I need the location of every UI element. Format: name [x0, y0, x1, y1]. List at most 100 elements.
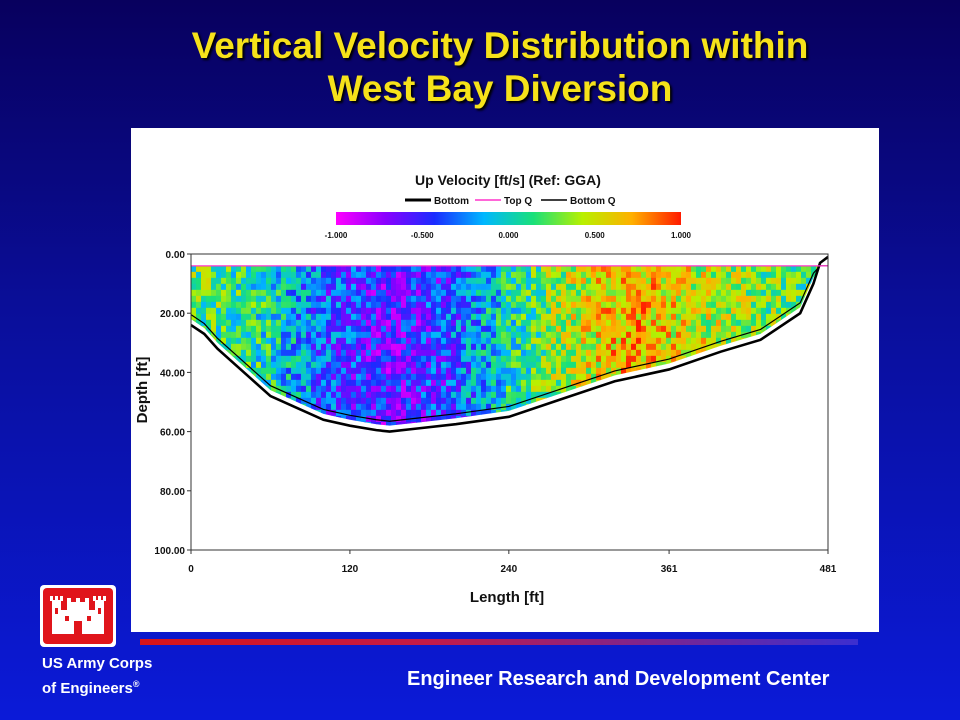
heatmap-cell [501, 331, 507, 339]
heatmap-cell [486, 283, 492, 291]
heatmap-cell [346, 361, 352, 369]
heatmap-cell [626, 542, 631, 548]
heatmap-cell [706, 452, 711, 458]
heatmap-cell [301, 446, 306, 452]
heatmap-cell [501, 440, 506, 446]
heatmap-cell [416, 488, 421, 494]
heatmap-cell [436, 446, 441, 452]
heatmap-cell [576, 542, 581, 548]
heatmap-cell [351, 361, 357, 369]
heatmap-cell [431, 506, 436, 512]
heatmap-cell [481, 428, 486, 434]
heatmap-cell [591, 421, 597, 426]
heatmap-cell [281, 542, 286, 548]
heatmap-cell [661, 349, 667, 357]
heatmap-cell [291, 500, 296, 506]
heatmap-cell [506, 524, 511, 530]
heatmap-cell [376, 512, 381, 518]
heatmap-cell [521, 379, 527, 387]
heatmap-cell [566, 325, 572, 333]
heatmap-cell [286, 343, 292, 351]
heatmap-cell [456, 379, 462, 387]
heatmap-cell [241, 295, 247, 303]
heatmap-cell [286, 385, 292, 393]
heatmap-cell [566, 283, 572, 291]
heatmap-cell [516, 295, 522, 303]
heatmap-cell [546, 367, 552, 375]
heatmap-cell [616, 482, 621, 488]
heatmap-cell [676, 397, 682, 405]
heatmap-cell [211, 379, 217, 387]
heatmap-cell [576, 446, 581, 452]
heatmap-cell [391, 440, 396, 446]
heatmap-cell [661, 530, 666, 536]
heatmap-cell [626, 494, 631, 500]
heatmap-cell [481, 283, 487, 291]
heatmap-cell [351, 349, 357, 357]
heatmap-cell [351, 283, 357, 291]
heatmap-cell [521, 440, 526, 446]
heatmap-cell [216, 367, 222, 375]
heatmap-cell [591, 464, 596, 470]
heatmap-cell [336, 349, 342, 357]
heatmap-cell [366, 397, 372, 405]
heatmap-cell [221, 403, 227, 411]
heatmap-cell [671, 337, 677, 345]
heatmap-cell [256, 500, 261, 506]
heatmap-cell [671, 548, 676, 554]
heatmap-cell [666, 295, 672, 303]
heatmap-cell [361, 313, 367, 321]
heatmap-cell [226, 530, 231, 536]
heatmap-cell [651, 421, 657, 426]
heatmap-cell [296, 434, 301, 440]
heatmap-cell [311, 403, 317, 411]
heatmap-cell [231, 421, 237, 426]
heatmap-cell [216, 409, 222, 417]
heatmap-cell [486, 295, 492, 303]
heatmap-cell [341, 500, 346, 506]
heatmap-cell [581, 379, 587, 387]
heatmap-cell [426, 367, 432, 375]
heatmap-cell [616, 440, 621, 446]
heatmap-cell [516, 446, 521, 452]
heatmap-cell [481, 379, 487, 387]
heatmap-cell [501, 470, 506, 476]
heatmap-cell [586, 319, 592, 327]
heatmap-cell [551, 361, 557, 369]
heatmap-cell [271, 482, 276, 488]
heatmap-cell [426, 295, 432, 303]
heatmap-cell [511, 283, 517, 291]
heatmap-cell [676, 536, 681, 542]
heatmap-cell [306, 494, 311, 500]
heatmap-cell [316, 530, 321, 536]
heatmap-cell [601, 325, 607, 333]
heatmap-cell [701, 295, 707, 303]
heatmap-cell [261, 530, 266, 536]
heatmap-cell [581, 289, 587, 297]
heatmap-cell [561, 415, 567, 423]
heatmap-cell [656, 409, 662, 417]
heatmap-cell [461, 289, 467, 297]
heatmap-cell [241, 530, 246, 536]
heatmap-cell [561, 428, 566, 434]
heatmap-cell [541, 428, 546, 434]
heatmap-cell [536, 373, 542, 381]
heatmap-cell [271, 421, 277, 426]
heatmap-cell [366, 283, 372, 291]
heatmap-cell [216, 458, 221, 464]
heatmap-cell [401, 391, 407, 399]
heatmap-cell [561, 265, 567, 273]
heatmap-cell [381, 506, 386, 512]
heatmap-cell [196, 542, 201, 548]
heatmap-cell [366, 301, 372, 309]
heatmap-cell [671, 488, 676, 494]
heatmap-cell [561, 337, 567, 345]
heatmap-cell [201, 307, 207, 315]
heatmap-cell [551, 421, 557, 426]
heatmap-cell [536, 367, 542, 375]
heatmap-cell [501, 524, 506, 530]
heatmap-cell [596, 343, 602, 351]
heatmap-cell [626, 512, 631, 518]
heatmap-cell [346, 337, 352, 345]
heatmap-cell [591, 488, 596, 494]
